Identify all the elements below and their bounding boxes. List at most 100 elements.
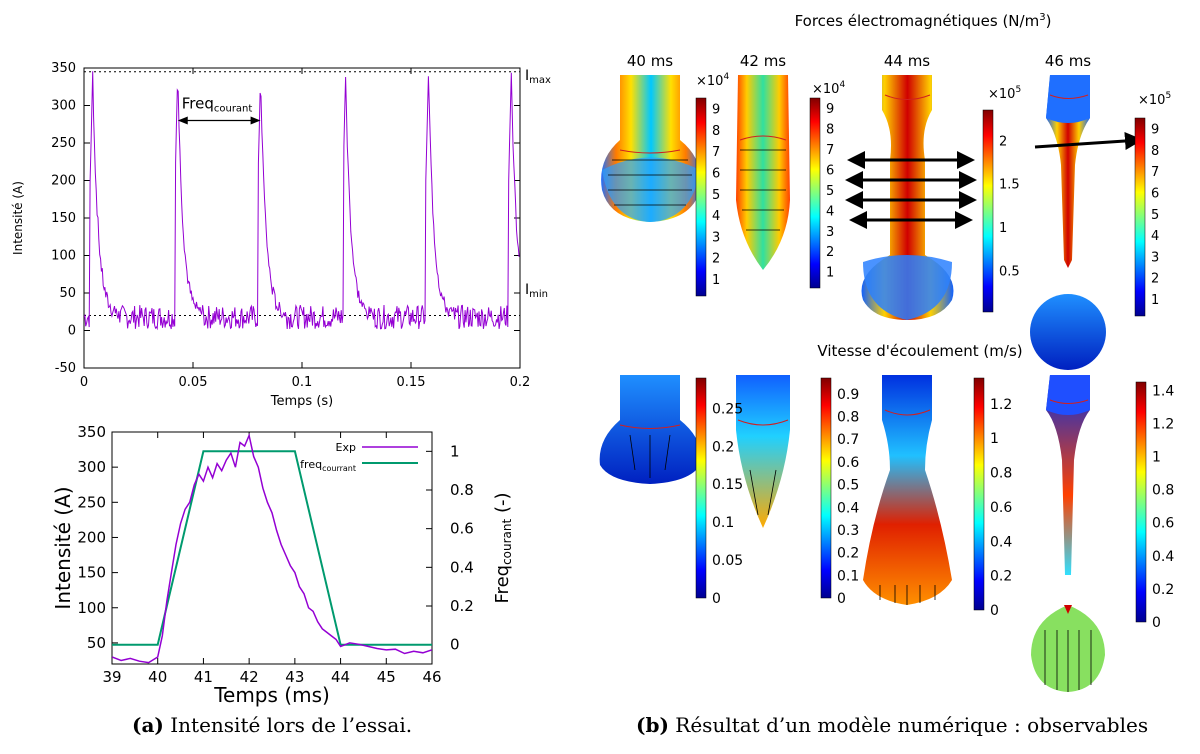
x-tick-label: 46 <box>422 668 441 686</box>
force-colorbar-tick: 9 <box>1151 123 1159 138</box>
force-colorbar-tick: 2 <box>999 134 1007 149</box>
force-colorbar-tick: 4 <box>712 209 720 224</box>
y-tick-label: 300 <box>77 458 106 476</box>
x-tick-label: 0 <box>80 375 88 390</box>
time-label-42: 42 ms <box>740 52 786 70</box>
series-freq-courrant <box>112 450 432 646</box>
speed-colorbar-tick: 0.3 <box>837 523 859 539</box>
plot-frame <box>111 431 433 665</box>
force-colorbar-tick: 9 <box>826 102 834 117</box>
y-axis-label: Intensité (A) <box>11 181 25 255</box>
force-colorbar-tick: 8 <box>826 123 834 138</box>
speed-colorbar-tick: 0.1 <box>837 568 859 584</box>
y-tick-label: 300 <box>51 99 76 114</box>
speed-colorbar-tick: 0.6 <box>837 455 859 471</box>
y2-tick-label: 0.8 <box>450 481 474 499</box>
speed-field-44ms <box>863 375 952 605</box>
force-colorbar-tick: 1 <box>1151 293 1159 308</box>
force-colorbar-tick: 3 <box>1151 250 1159 265</box>
force-field-40ms <box>601 75 701 222</box>
speed-colorbar-tick: 0.6 <box>990 500 1012 516</box>
y-tick-label: 0 <box>68 324 76 339</box>
x-axis-label: Temps (ms) <box>213 683 330 707</box>
y2-tick-label: 0 <box>450 636 460 654</box>
force-colorbar-tick: 7 <box>1151 165 1159 180</box>
chart-intensite-zoom: 39 40 41 42 43 44 45 46 50 100 150 200 250 300 350 0 0.2… <box>51 423 514 707</box>
speed-colorbar-tick: 0 <box>990 603 999 619</box>
chart-intensite-temps: 0 0.05 0.1 0.15 0.2-50050100150200250300350 … <box>11 61 551 409</box>
force-colorbar-tick: 1 <box>826 266 834 281</box>
y2-tick-label: 0.6 <box>450 520 474 538</box>
time-label-40: 40 ms <box>627 52 673 70</box>
speed-colorbar-tick: 1.2 <box>1152 416 1174 432</box>
force-colorbar-tick: 5 <box>826 184 834 199</box>
y-tick-label: 50 <box>59 286 76 301</box>
x-axis-label: Temps (s) <box>270 394 333 409</box>
speed-colorbar-tick: 0.25 <box>712 401 743 417</box>
y-tick-label: 200 <box>77 528 106 546</box>
force-colorbar-tick: 4 <box>1151 229 1159 244</box>
speed-colorbar-tick: 0.1 <box>712 515 734 531</box>
speed-colorbar-tick: 0.9 <box>837 387 859 403</box>
colorbars: ×104 9 8 7 6 5 4 3 2 1 ×104 9 8 7 6 5 4 3 2 1 ×105 2 1.5 1 0.5 ×1… <box>695 72 1174 631</box>
time-label-46: 46 ms <box>1045 52 1091 70</box>
force-colorbar-tick: 1 <box>712 273 720 288</box>
speed-colorbar-tick: 0.8 <box>990 466 1012 482</box>
annotation-freq-courant: Freqcourant <box>177 95 261 125</box>
speed-colorbar <box>1135 381 1147 623</box>
x-tick-label: 0.15 <box>397 375 426 390</box>
force-colorbar-tick: 5 <box>1151 208 1159 223</box>
y2-tick-label: 1 <box>450 442 460 460</box>
y-tick-label: 100 <box>51 249 76 264</box>
force-field-42ms <box>736 75 790 270</box>
force-colorbar-tick: 8 <box>712 124 720 139</box>
y-tick-label: 250 <box>77 493 106 511</box>
x-tick-label: 0.2 <box>510 375 531 390</box>
force-colorbar-tick: 9 <box>712 103 720 118</box>
force-colorbar-tick: 2 <box>1151 272 1159 287</box>
force-colorbar-tick: 4 <box>826 204 834 219</box>
y-tick-label: 350 <box>51 61 76 76</box>
speed-colorbar-tick: 0 <box>837 591 846 607</box>
speed-colorbar-tick: 1.2 <box>990 397 1012 413</box>
series-intensite <box>84 71 520 331</box>
speed-colorbar <box>695 377 707 599</box>
plot-frame <box>83 67 521 369</box>
title-vitesse: Vitesse d'écoulement (m/s) <box>817 342 1022 360</box>
force-colorbar-tick: 7 <box>712 145 720 160</box>
force-colorbar-tick: 2 <box>712 252 720 267</box>
y-tick-label: 50 <box>87 634 106 652</box>
y2-axis-label: Freqcourant (-) <box>492 493 514 604</box>
y-tick-label: 150 <box>77 564 106 582</box>
y-tick-label: 100 <box>77 599 106 617</box>
force-colorbar-tick: 1.5 <box>999 178 1020 193</box>
force-colorbar-tick: 2 <box>826 245 834 260</box>
x-tick-label: 42 <box>240 668 259 686</box>
legend: Exp freqcourrant <box>300 441 418 473</box>
y2-tick-label: 0.4 <box>450 558 474 576</box>
force-colorbar-multiplier: ×105 <box>988 85 1021 102</box>
title-forces: Forces électromagnétiques (N/m3) <box>795 12 1052 30</box>
force-colorbar-tick: 8 <box>1151 144 1159 159</box>
speed-field-42ms <box>736 375 790 528</box>
speed-field-40ms <box>599 375 701 484</box>
y-tick-label: 200 <box>51 174 76 189</box>
legend-freq-label: freqcourrant <box>300 458 356 473</box>
force-colorbar-tick: 3 <box>826 225 834 240</box>
force-colorbar-tick: 1 <box>999 221 1007 236</box>
y-tick-label: -50 <box>55 361 76 376</box>
speed-colorbar <box>973 377 985 611</box>
speed-colorbar-tick: 0.2 <box>990 569 1012 585</box>
y-tick-label: 150 <box>51 211 76 226</box>
series-exp <box>112 433 432 664</box>
force-colorbar-tick: 6 <box>712 167 720 182</box>
x-tick-label: 39 <box>102 668 121 686</box>
speed-colorbar-tick: 1.4 <box>1152 383 1174 399</box>
svg-text:Imin: Imin <box>525 282 548 300</box>
force-colorbar <box>695 97 707 297</box>
speed-colorbar-tick: 0.2 <box>1152 582 1174 598</box>
y-axis-label: Intensité (A) <box>51 486 75 609</box>
label-imin: Imin <box>525 282 548 300</box>
force-colorbar-tick: 3 <box>712 230 720 245</box>
speed-colorbar-tick: 0.6 <box>1152 516 1174 532</box>
